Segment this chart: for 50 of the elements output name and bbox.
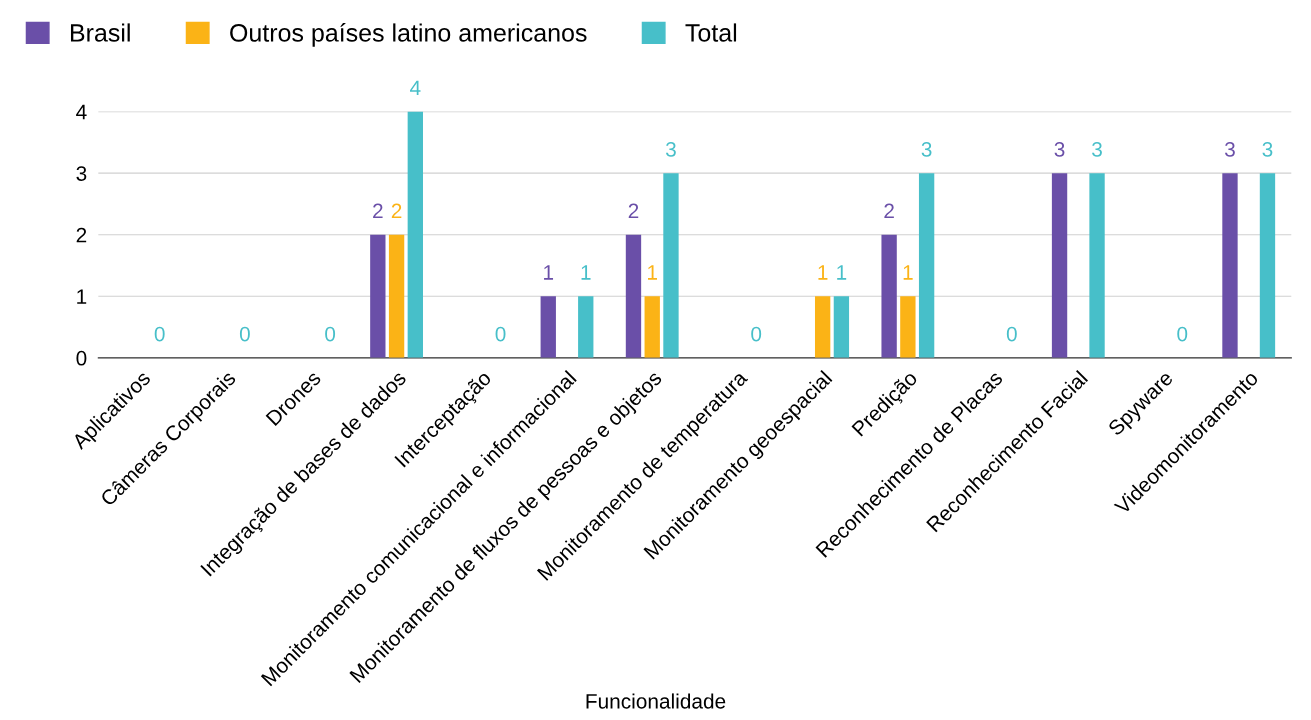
data-label: 3 xyxy=(1224,141,1235,157)
bar xyxy=(1222,173,1238,358)
data-label: 3 xyxy=(921,141,932,157)
bar xyxy=(663,173,679,358)
bar xyxy=(918,173,935,358)
data-label: 3 xyxy=(665,141,676,157)
data-label: 2 xyxy=(373,203,383,219)
bar xyxy=(1051,173,1068,358)
bar xyxy=(814,296,831,358)
y-tick-label: 0 xyxy=(76,350,87,366)
data-label: 3 xyxy=(1092,141,1102,157)
data-label: 3 xyxy=(1054,141,1065,157)
bar xyxy=(625,234,642,358)
data-label: 0 xyxy=(751,326,762,342)
y-tick-label: 4 xyxy=(76,104,87,120)
legend-label: Brasil xyxy=(70,23,130,42)
bar xyxy=(900,296,916,358)
bar xyxy=(407,111,423,358)
data-label: 0 xyxy=(239,326,250,342)
data-label: 0 xyxy=(1006,326,1017,342)
data-label: 4 xyxy=(410,80,421,95)
data-label: 2 xyxy=(391,203,402,219)
legend-label: Outros países latino americanos xyxy=(230,23,587,47)
bar xyxy=(644,296,660,358)
data-label: 0 xyxy=(1177,326,1188,342)
y-tick-label: 2 xyxy=(76,227,87,243)
bar xyxy=(578,296,594,358)
bar xyxy=(540,296,556,358)
data-label: 2 xyxy=(628,203,639,219)
data-label: 1 xyxy=(581,265,591,280)
data-label: 1 xyxy=(544,265,554,280)
data-label: 1 xyxy=(648,265,657,280)
x-axis-title: Funcionalidade xyxy=(586,693,726,709)
data-label: 0 xyxy=(495,326,506,342)
bar xyxy=(881,234,897,358)
data-label: 2 xyxy=(884,203,894,219)
bar xyxy=(370,234,386,358)
data-label: 1 xyxy=(837,265,847,280)
legend-label: Total xyxy=(685,23,737,42)
bar xyxy=(1089,173,1105,358)
data-label: 0 xyxy=(325,326,336,342)
bar xyxy=(1259,173,1276,358)
data-label: 3 xyxy=(1262,141,1273,157)
y-tick-label: 1 xyxy=(77,289,87,304)
data-label: 0 xyxy=(154,326,165,342)
data-label: 1 xyxy=(818,265,828,280)
bar xyxy=(388,234,405,358)
bar xyxy=(833,296,850,358)
data-label: 1 xyxy=(903,265,913,280)
y-tick-label: 3 xyxy=(76,166,87,181)
